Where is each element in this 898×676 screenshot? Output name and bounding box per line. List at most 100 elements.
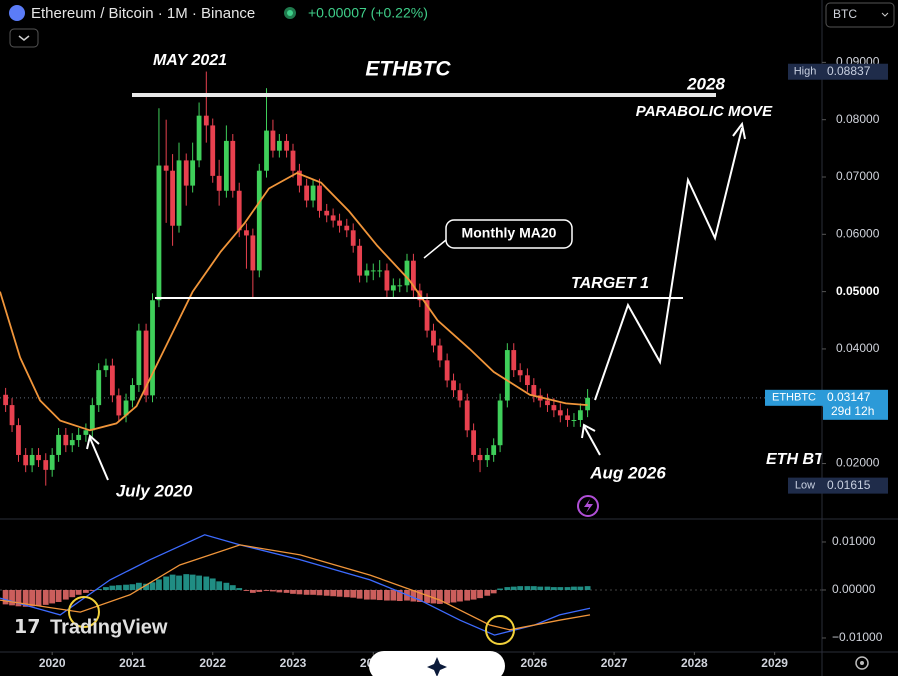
low-tag-bg bbox=[788, 477, 823, 494]
histogram-bar bbox=[484, 589, 491, 596]
candle-body bbox=[304, 185, 310, 201]
price-axis bbox=[822, 0, 898, 676]
chart-title: ETHBTC bbox=[365, 58, 451, 81]
candle-body bbox=[223, 140, 229, 191]
histogram-bar bbox=[283, 589, 290, 593]
settings-icon[interactable] bbox=[855, 656, 869, 670]
candle-body bbox=[190, 160, 196, 186]
candle-body bbox=[324, 210, 330, 216]
candle-body bbox=[230, 140, 236, 191]
candle-body bbox=[517, 370, 523, 376]
arrow-head bbox=[86, 434, 100, 450]
y-tick-label: 0.00000 bbox=[832, 582, 876, 596]
candle-body bbox=[9, 405, 15, 426]
histogram-bar bbox=[564, 587, 571, 590]
histogram-bar bbox=[436, 589, 443, 604]
candle-body bbox=[457, 390, 463, 401]
candle-body bbox=[290, 150, 296, 171]
histogram-bar bbox=[363, 589, 370, 600]
histogram-bar bbox=[577, 586, 584, 590]
histogram-bar bbox=[557, 587, 564, 590]
high-tag-label: High bbox=[794, 66, 817, 78]
symbol-icon bbox=[9, 5, 25, 21]
histogram-bar bbox=[22, 589, 29, 607]
y-tick-label: 0.02000 bbox=[836, 456, 880, 470]
histogram-bar bbox=[464, 589, 471, 601]
histogram-bar bbox=[103, 587, 109, 590]
highlight-circle bbox=[68, 596, 100, 628]
arrow-head bbox=[732, 121, 746, 140]
histogram-bar bbox=[490, 589, 497, 594]
histogram-bar bbox=[584, 586, 591, 590]
candle-body bbox=[484, 454, 490, 461]
projection-path bbox=[594, 127, 743, 401]
status-dot-inner bbox=[287, 10, 293, 16]
histogram-bar bbox=[470, 589, 477, 600]
candle-body bbox=[23, 454, 29, 466]
candle-body bbox=[109, 365, 115, 396]
candle-body bbox=[344, 225, 350, 231]
histogram-bar bbox=[524, 586, 531, 590]
arrow bbox=[583, 425, 601, 456]
histogram-bar bbox=[49, 589, 56, 604]
candle-body bbox=[377, 270, 383, 272]
candle-body bbox=[276, 140, 282, 151]
candle-body bbox=[390, 285, 396, 291]
x-tick-label: 2021 bbox=[119, 656, 146, 670]
histogram-bar bbox=[376, 589, 383, 601]
candle-body bbox=[545, 400, 550, 406]
histogram-bar bbox=[263, 589, 270, 591]
candle-body bbox=[270, 130, 276, 151]
candle-body bbox=[143, 330, 149, 396]
candle-body bbox=[497, 400, 503, 446]
y-tick-label: 0.01000 bbox=[832, 534, 876, 548]
candle-body bbox=[36, 454, 41, 461]
currency-select[interactable] bbox=[825, 2, 895, 28]
candle-body bbox=[203, 115, 209, 126]
high-tag-value: 0.08837 bbox=[827, 64, 871, 78]
y-tick-label: 0.06000 bbox=[836, 226, 880, 240]
candle-body bbox=[551, 405, 557, 411]
settings-icon-center bbox=[860, 661, 864, 665]
axes: 0.090000.080000.070000.060000.050000.040… bbox=[39, 55, 888, 670]
chevron bbox=[881, 12, 889, 17]
histogram-bar bbox=[95, 589, 102, 590]
low-tag-label: Low bbox=[795, 480, 815, 492]
histogram-bar bbox=[296, 589, 303, 595]
histogram-bar bbox=[29, 589, 36, 607]
x-tick-label: 2029 bbox=[761, 656, 788, 670]
candle-body bbox=[337, 220, 342, 226]
event-icon[interactable] bbox=[577, 495, 599, 517]
last-tag-symbol: ETHBTC bbox=[772, 392, 816, 404]
histogram-bar bbox=[517, 586, 524, 590]
histogram-bar bbox=[396, 589, 403, 602]
candle-body bbox=[163, 165, 169, 171]
candle-body bbox=[565, 415, 570, 420]
x-tick-label: 2020 bbox=[39, 656, 66, 670]
candle-body bbox=[571, 420, 577, 421]
histogram-bar bbox=[35, 589, 42, 606]
annotation: 2028 bbox=[686, 74, 725, 93]
histogram-bar bbox=[236, 588, 243, 590]
histogram-bar bbox=[343, 589, 350, 598]
currency-label: BTC bbox=[833, 7, 857, 21]
symbol-title[interactable]: Ethereum / Bitcoin · 1M · Binance bbox=[31, 5, 255, 22]
candle-body bbox=[196, 115, 202, 161]
histogram-bar bbox=[310, 589, 316, 595]
histogram-bar bbox=[55, 589, 62, 602]
last-tag-symbol-bg bbox=[765, 389, 823, 406]
collapse-button[interactable] bbox=[9, 28, 39, 48]
candle-body bbox=[451, 380, 456, 391]
histogram-bar bbox=[249, 589, 256, 593]
candle-body bbox=[29, 454, 35, 466]
candle-body bbox=[310, 185, 316, 201]
candle-body bbox=[471, 430, 477, 455]
indicator-line bbox=[0, 544, 591, 631]
candle-body bbox=[585, 397, 591, 411]
logo-mark: 𝟭𝟳 bbox=[14, 617, 40, 638]
histogram-bar bbox=[430, 589, 437, 604]
y-tick-label: 0.07000 bbox=[836, 169, 880, 183]
candle-body bbox=[183, 160, 189, 186]
